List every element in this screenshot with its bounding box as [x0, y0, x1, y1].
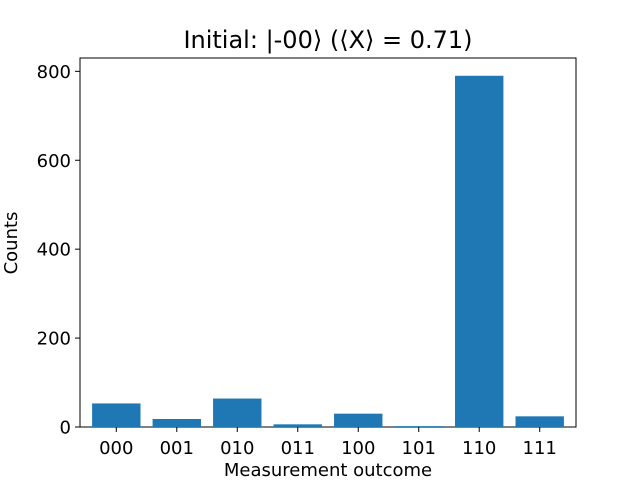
plot-area — [79, 57, 577, 428]
x-axis-ticks: 000 001 010 011 100 101 110 111 — [99, 427, 557, 459]
bar-101 — [394, 426, 443, 427]
x-tick-label: 110 — [462, 438, 496, 459]
y-tick-label: 600 — [37, 151, 71, 172]
y-tick-label: 800 — [37, 62, 71, 83]
bars-group — [92, 75, 564, 427]
y-axis-label: Counts — [1, 212, 22, 275]
bar-100 — [334, 413, 383, 427]
x-tick-label: 010 — [220, 438, 254, 459]
x-tick-label: 100 — [341, 438, 375, 459]
x-tick-label: 001 — [160, 438, 194, 459]
plot-frame — [79, 57, 577, 428]
bar-000 — [92, 403, 141, 427]
bar-010 — [213, 398, 262, 427]
x-tick-label: 101 — [402, 438, 436, 459]
y-axis-ticks: 0 200 400 600 800 — [37, 62, 80, 439]
bar-001 — [152, 418, 201, 427]
bar-111 — [515, 416, 564, 427]
y-tick-label: 200 — [37, 329, 71, 350]
x-axis-label: Measurement outcome — [224, 460, 432, 480]
bar-011 — [273, 424, 322, 427]
y-tick-label: 400 — [37, 240, 71, 261]
y-tick-label: 0 — [60, 418, 71, 439]
bar-110 — [455, 75, 504, 427]
x-tick-label: 011 — [281, 438, 315, 459]
x-tick-label: 000 — [99, 438, 133, 459]
x-tick-label: 111 — [523, 438, 557, 459]
chart-title: Initial: |-00⟩ (⟨X⟩ = 0.71) — [183, 26, 472, 54]
